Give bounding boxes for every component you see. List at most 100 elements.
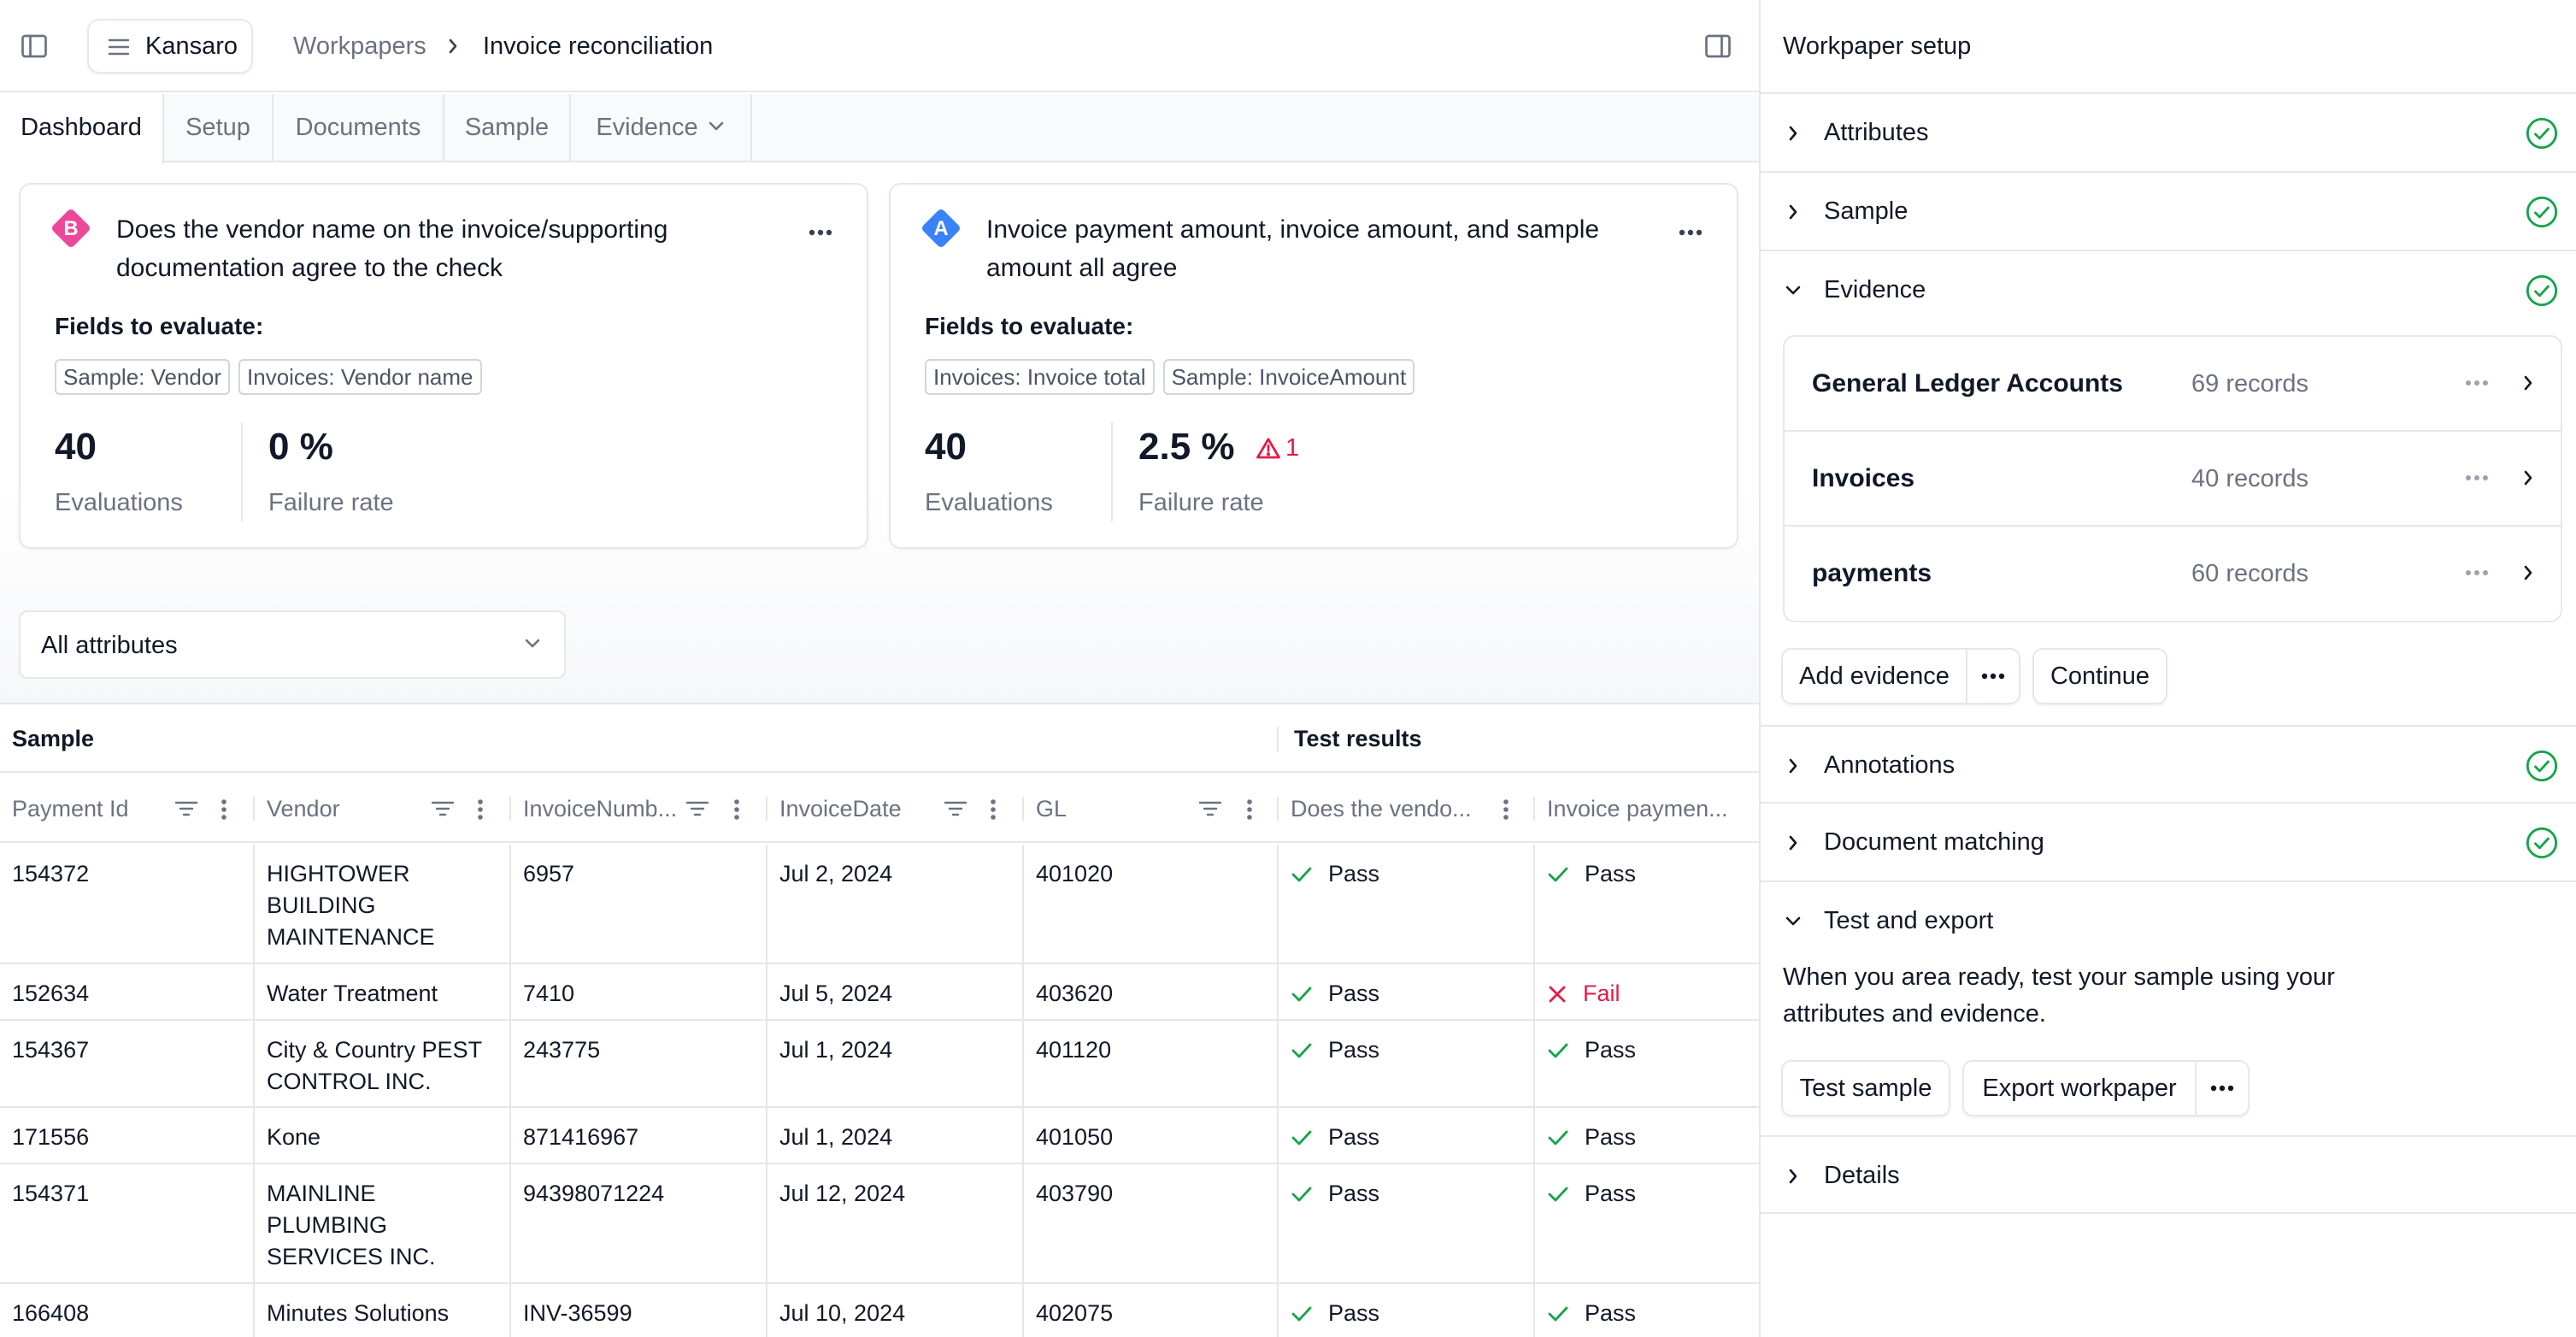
table-row[interactable]: 152634 Water Treatment 7410 Jul 5, 2024 4036…: [0, 964, 1759, 1021]
filter-icon[interactable]: [944, 800, 967, 817]
right-panel-toggle-icon[interactable]: [1703, 31, 1733, 62]
test-result-cell[interactable]: Pass: [1535, 1021, 1759, 1106]
filter-icon[interactable]: [431, 800, 455, 817]
attribute-badge-icon: B: [50, 207, 92, 250]
test-result-cell[interactable]: Pass: [1279, 1164, 1535, 1282]
attribute-filter-select[interactable]: All attributes: [19, 610, 566, 679]
chevron-right-icon[interactable]: [2521, 468, 2535, 488]
vendor-cell: HIGHTOWER BUILDING MAINTENANCE: [255, 845, 511, 963]
column-header-invoice-date[interactable]: InvoiceDate: [768, 775, 1024, 843]
test-result-cell[interactable]: Pass: [1279, 845, 1535, 963]
check-icon: [1291, 1185, 1313, 1204]
test-result-cell[interactable]: Pass: [1535, 1108, 1759, 1163]
test-result-cell[interactable]: Pass: [1279, 1284, 1535, 1337]
column-header-gl[interactable]: GL: [1024, 775, 1279, 843]
warning-icon: [1255, 436, 1282, 462]
evidence-item[interactable]: General Ledger Accounts 69 records: [1785, 337, 2561, 432]
table-row[interactable]: 166408 Minutes Solutions INV-36599 Jul 10, …: [0, 1284, 1759, 1337]
more-options-icon[interactable]: [2465, 474, 2489, 481]
sidebar-toggle-icon[interactable]: [19, 31, 50, 62]
tab-sample[interactable]: Sample: [444, 94, 571, 162]
attribute-card[interactable]: A Invoice payment amount, invoice amount…: [889, 183, 1738, 549]
section-document-matching[interactable]: Document matching: [1761, 804, 2576, 882]
workspace-switcher-button[interactable]: Kansaro: [87, 19, 253, 74]
column-divider: [253, 797, 255, 821]
column-header-payment-id[interactable]: Payment Id: [0, 775, 255, 843]
column-header-invoice-number[interactable]: InvoiceNumb...: [511, 775, 768, 843]
test-result-cell[interactable]: Pass: [1279, 964, 1535, 1019]
section-label: Evidence: [1824, 276, 1926, 303]
add-evidence-more-button[interactable]: [1966, 650, 2019, 703]
invoice-date-cell: Jul 1, 2024: [768, 1108, 1024, 1163]
more-options-icon[interactable]: [1679, 229, 1703, 236]
tab-documents[interactable]: Documents: [273, 94, 444, 162]
column-header-payment-test[interactable]: Invoice paymen...: [1535, 775, 1759, 843]
column-header-vendor[interactable]: Vendor: [255, 775, 511, 843]
section-sample[interactable]: Sample: [1761, 173, 2576, 251]
continue-button[interactable]: Continue: [2032, 648, 2167, 704]
column-divider: [1277, 797, 1279, 821]
section-attributes[interactable]: Attributes: [1761, 94, 2576, 173]
section-test-and-export[interactable]: Test and export: [1761, 882, 2576, 961]
tab-evidence[interactable]: Evidence: [571, 94, 752, 162]
section-label: Sample: [1824, 197, 1908, 225]
chevron-right-icon[interactable]: [2521, 562, 2535, 583]
test-result-cell[interactable]: Fail: [1535, 964, 1759, 1019]
test-result-cell[interactable]: Pass: [1535, 1284, 1759, 1337]
check-icon: [1547, 1128, 1569, 1147]
invoice-number-cell: 871416967: [511, 1108, 768, 1163]
column-divider: [766, 797, 768, 821]
gl-cell: 401120: [1024, 1021, 1279, 1106]
export-more-button[interactable]: [2195, 1062, 2248, 1115]
section-evidence[interactable]: Evidence: [1761, 251, 2576, 330]
result-label: Pass: [1585, 1037, 1637, 1063]
check-icon: [1547, 865, 1569, 884]
column-menu-icon[interactable]: [733, 798, 740, 821]
section-annotations[interactable]: Annotations: [1761, 725, 2576, 804]
evidence-item[interactable]: payments 60 records: [1785, 527, 2561, 621]
table-row[interactable]: 154372 HIGHTOWER BUILDING MAINTENANCE 6957…: [0, 845, 1759, 964]
test-result-cell[interactable]: Pass: [1535, 845, 1759, 963]
evidence-item[interactable]: Invoices 40 records: [1785, 432, 2561, 527]
breadcrumb-workpapers-link[interactable]: Workpapers: [293, 32, 426, 60]
test-sample-button[interactable]: Test sample: [1781, 1060, 1950, 1116]
brand-name: Kansaro: [145, 32, 238, 60]
chevron-right-icon: [1786, 756, 1800, 776]
more-options-icon[interactable]: [2465, 569, 2489, 576]
column-menu-icon[interactable]: [1246, 798, 1253, 821]
failure-rate-label: Failure rate: [1138, 489, 1264, 516]
test-result-cell[interactable]: Pass: [1279, 1021, 1535, 1106]
column-header-label: Does the vendo...: [1291, 796, 1472, 822]
chevron-right-icon[interactable]: [2521, 373, 2535, 393]
column-menu-icon[interactable]: [477, 798, 484, 821]
result-label: Pass: [1328, 981, 1380, 1006]
more-options-icon: [2210, 1085, 2234, 1092]
filter-icon[interactable]: [1198, 800, 1222, 817]
test-result-cell[interactable]: Pass: [1279, 1108, 1535, 1163]
test-result-cell[interactable]: Pass: [1535, 1164, 1759, 1282]
more-options-icon[interactable]: [2465, 380, 2489, 386]
invoice-number-cell: 243775: [511, 1021, 768, 1106]
add-evidence-button[interactable]: Add evidence: [1799, 663, 1950, 690]
section-details[interactable]: Details: [1761, 1135, 2576, 1214]
chevron-down-icon: [707, 121, 726, 133]
column-menu-icon[interactable]: [221, 798, 227, 821]
failure-warning-badge[interactable]: 1: [1255, 434, 1299, 462]
tab-setup[interactable]: Setup: [164, 94, 273, 162]
table-row[interactable]: 154367 City & Country PEST CONTROL INC. 24…: [0, 1021, 1759, 1108]
tab-dashboard[interactable]: Dashboard: [0, 94, 164, 164]
attribute-card[interactable]: B Does the vendor name on the invoice/su…: [19, 183, 868, 549]
export-workpaper-button[interactable]: Export workpaper: [1982, 1075, 2177, 1102]
vendor-cell: Kone: [255, 1108, 511, 1163]
filter-icon[interactable]: [174, 800, 198, 817]
column-menu-icon[interactable]: [990, 798, 997, 821]
column-menu-icon[interactable]: [1503, 798, 1509, 821]
column-header-vendor-test[interactable]: Does the vendo...: [1279, 775, 1535, 843]
more-options-icon[interactable]: [809, 229, 832, 236]
table-row[interactable]: 171556 Kone 871416967 Jul 1, 2024 401050 Pass…: [0, 1108, 1759, 1164]
check-circle-icon: [2525, 116, 2559, 150]
column-divider: [1022, 797, 1024, 821]
filter-icon[interactable]: [685, 800, 709, 817]
result-label: Pass: [1585, 861, 1637, 886]
table-row[interactable]: 154371 MAINLINE PLUMBING SERVICES INC. 943…: [0, 1164, 1759, 1284]
